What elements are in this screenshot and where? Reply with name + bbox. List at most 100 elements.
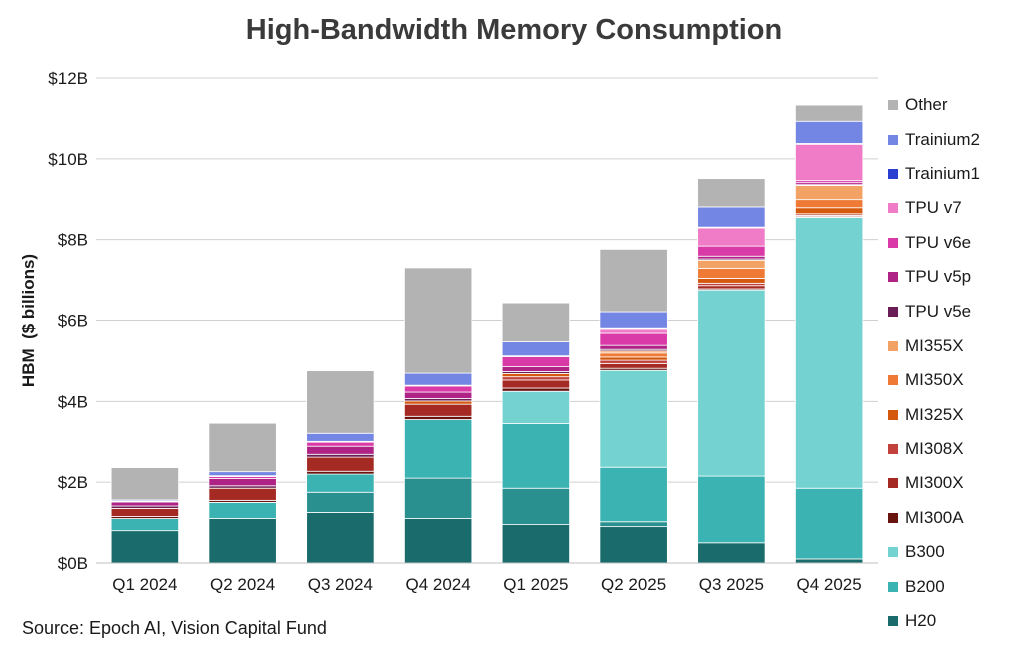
bar-segment [306,453,375,458]
bar-segment [697,285,766,290]
legend-label: B300 [905,542,945,562]
source-note: Source: Epoch AI, Vision Capital Fund [22,618,327,638]
bar-segment [697,267,766,279]
bar-segment [501,379,570,389]
bar-segment [795,104,864,122]
bar-segment [208,478,277,487]
bar-segment [110,467,179,501]
bar-segment [306,445,375,455]
bar-segment [599,521,668,528]
legend-swatch [888,547,898,558]
legend-item: MI300X [888,466,1024,500]
bar-segment [404,385,473,393]
bar-segment [599,356,668,361]
bar-segment [404,391,473,399]
bar-segment [306,473,375,493]
legend-label: B200 [905,576,945,596]
legend-label: TPU v6e [905,232,972,252]
bar-segment [501,487,570,526]
bar-stack [208,422,277,564]
legend-swatch [888,100,898,111]
bar-segment [306,491,375,513]
bar-segment [697,255,766,260]
bar-segment [110,518,179,532]
bar-stack [306,370,375,564]
bar-segment [501,390,570,424]
bar-stack [110,467,179,564]
legend-label: Trainium2 [905,129,980,149]
bar-segment [208,422,277,473]
bar-segment [110,508,179,517]
bar-segment [306,456,375,472]
legend-item: Other [888,88,1024,122]
legend-swatch [888,581,898,592]
bar-segment [501,524,570,564]
legend-item: MI325X [888,398,1024,432]
legend-item: B200 [888,569,1024,603]
legend-label: MI325X [905,404,964,424]
legend-item: Trainium2 [888,122,1024,156]
bar-stack [697,178,766,564]
bar-stack [599,248,668,564]
bar-segment [306,470,375,475]
bar-segment [599,362,668,369]
x-tick-label: Q3 2024 [308,575,373,594]
legend-swatch [888,272,898,283]
bar-segment [404,267,473,374]
bar-segment [599,328,668,334]
bar-segment [795,120,864,144]
legend-label: MI300X [905,473,964,493]
bar-segment [501,423,570,489]
legend-swatch [888,203,898,214]
legend-swatch [888,134,898,145]
bar-segment [697,227,766,247]
bar-segment [795,558,864,564]
legend-swatch [888,375,898,386]
bar-segment [501,341,570,357]
bar-segment [404,518,473,564]
legend-label: MI300A [905,507,964,527]
bar-segment [599,248,668,313]
legend-item: TPU v7 [888,191,1024,225]
y-axis-label: HBM ($ billions) [19,254,38,387]
bar-segment [795,487,864,560]
y-tick-label: $12B [48,69,88,88]
legend-swatch [888,616,898,627]
y-tick-label: $4B [58,392,88,411]
x-tick-label: Q2 2025 [601,575,666,594]
bar-segment [795,185,864,201]
bar-segment [110,501,179,507]
legend-swatch [888,340,898,351]
bar-segment [599,344,668,350]
bar-segment [208,471,277,477]
legend-item: MI300A [888,501,1024,535]
bar-segment [501,373,570,378]
legend-label: H20 [905,611,937,631]
bar-segment [208,487,277,501]
bar-segment [599,359,668,364]
bar-segment [697,289,766,477]
bar-segment [501,387,570,392]
bar-segment [599,369,668,468]
legend-label: TPU v5e [905,301,972,321]
legend-swatch [888,444,898,455]
x-tick-label: Q1 2025 [503,575,568,594]
legend-label: Other [905,95,948,115]
bar-segment [697,475,766,544]
bar-segment [208,518,277,564]
x-tick-label: Q3 2025 [699,575,764,594]
legend-item: MI350X [888,363,1024,397]
bar-segment [501,366,570,372]
legend-item: TPU v5p [888,260,1024,294]
bar-segment [404,415,473,420]
bar-segment [697,259,766,269]
bar-segment [501,356,570,367]
y-tick-label: $0B [58,554,88,573]
x-tick-label: Q4 2024 [406,575,471,594]
bar-segment [599,332,668,346]
legend-swatch [888,478,898,489]
bar-segment [501,376,570,381]
bar-stack [501,302,570,564]
legend-swatch [888,168,898,179]
x-tick-labels: Q1 2024 Q2 2024 Q3 2024 Q4 2024 Q1 2025 Q2 20… [112,575,861,594]
